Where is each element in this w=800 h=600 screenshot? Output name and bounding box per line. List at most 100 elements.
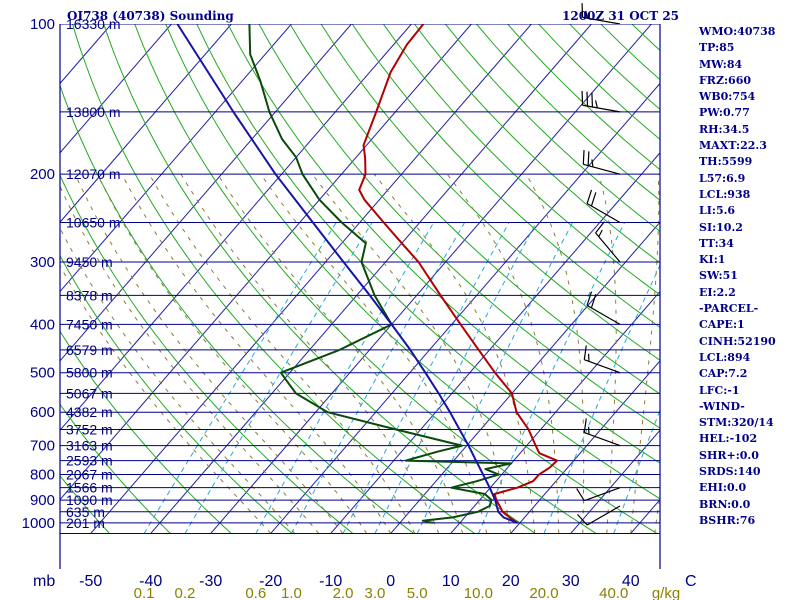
mixing-ratio-label: 0.1 [134, 585, 155, 600]
dry-adiabat [60, 254, 293, 534]
pressure-label: 900 [30, 492, 55, 509]
wind-barb-flag [581, 90, 584, 106]
isotherm-line [270, 82, 660, 534]
moist-adiabat [373, 173, 536, 534]
moist-adiabat [217, 173, 464, 534]
wind-barb-staff [586, 505, 621, 526]
index-item: CAPE:1 [699, 318, 745, 332]
index-item: WMO:40738 [699, 25, 776, 38]
dry-adiabat [227, 24, 660, 464]
moist-adiabat [60, 264, 272, 534]
wind-barb-flag [586, 291, 593, 306]
mixing-ratio-label: 20.0 [529, 585, 558, 600]
mixing-ratio-label: 0.2 [175, 585, 196, 600]
pressure-label: 600 [30, 404, 55, 421]
station-title: OI738 (40738) Sounding [67, 9, 234, 23]
mixing-ratio-label: 40.0 [599, 585, 628, 600]
wind-barb-flag [591, 92, 594, 108]
height-label: 3752 m [66, 422, 113, 438]
wind-barb-flag [586, 91, 589, 107]
pressure-label: 700 [30, 438, 55, 455]
background-grid [0, 24, 660, 534]
index-item: MAXT:22.3 [699, 139, 767, 153]
index-item: EHI:0.0 [699, 481, 747, 495]
index-item: WB0:754 [699, 90, 756, 104]
temperature-tick-label: 20 [502, 573, 520, 590]
height-label: 13800 m [66, 104, 120, 120]
dry-adiabat [165, 24, 658, 534]
wind-barb [595, 221, 621, 263]
index-item: -PARCEL- [699, 302, 759, 316]
dry-adiabat [382, 24, 660, 296]
dry-adiabat [320, 24, 660, 361]
index-item: CAP:7.2 [699, 367, 748, 381]
wind-barb-staff [586, 203, 621, 224]
moist-adiabat [654, 490, 660, 534]
dry-adiabat [258, 24, 660, 429]
index-item: LI:5.6 [699, 204, 736, 218]
wind-barb-staff [595, 232, 621, 263]
wind-barb [586, 189, 621, 224]
pressure-unit-label: mb [33, 573, 55, 590]
index-item: EI:2.2 [699, 285, 736, 299]
wind-barb-staff [584, 432, 621, 447]
dry-adiabat [134, 24, 597, 534]
mixing-ratio-label: 5.0 [407, 585, 428, 600]
isotherm-line [60, 24, 412, 432]
moist-adiabat [121, 173, 392, 534]
wind-barb-flag [590, 294, 597, 309]
height-label: 5067 m [66, 385, 113, 401]
pressure-label: 400 [30, 316, 55, 333]
moist-adiabat [598, 174, 617, 534]
isotherm-line [90, 24, 532, 534]
dry-adiabat [196, 24, 660, 500]
mixing-ratio-label: 1.0 [281, 585, 302, 600]
dry-adiabat [445, 24, 660, 232]
isotherm-line [210, 24, 652, 534]
wind-barb-flag [590, 192, 597, 207]
dry-adiabat [60, 475, 110, 534]
height-label: 9450 m [66, 254, 113, 270]
isotherm-line [390, 221, 660, 534]
index-item: STM:320/14 [699, 416, 774, 430]
pressure-label: 800 [30, 467, 55, 484]
wind-barb-flag [583, 418, 587, 433]
temperature-tick-label: -30 [199, 573, 222, 590]
moist-adiabat [60, 185, 320, 534]
height-label: 12070 m [66, 166, 120, 182]
isotherm-line [0, 24, 51, 533]
index-item: TT:34 [699, 236, 734, 250]
height-label: 2067 m [66, 467, 113, 483]
index-item: LFC:-1 [699, 383, 740, 397]
moist-adiabat [180, 173, 440, 534]
mixing-ratio-label: g/kg [652, 585, 680, 600]
dewpoint-trace [248, 24, 513, 524]
index-item: SW:51 [699, 269, 738, 283]
wind-barb-flag [583, 345, 587, 360]
mixing-ratio-label: 3.0 [365, 585, 386, 600]
wind-barb-flag [577, 513, 588, 526]
wind-barb-flag [591, 159, 594, 168]
wind-barb-flag [587, 151, 590, 166]
temperature-tick-label: -20 [259, 573, 282, 590]
moist-adiabat [74, 173, 344, 534]
mixing-ratio-line [374, 222, 537, 534]
height-label: 6579 m [66, 342, 113, 358]
wind-barb [583, 345, 621, 374]
index-item: KI:1 [699, 253, 726, 267]
wind-barb-flag [576, 488, 585, 502]
mixing-ratio-line [342, 222, 510, 534]
wind-barb-flag [585, 10, 589, 19]
index-item: L57:6.9 [699, 171, 746, 185]
moist-adiabat [311, 173, 512, 534]
index-item: MW:84 [699, 57, 743, 71]
temperature-tick-label: -50 [79, 573, 102, 590]
isotherm-line [60, 24, 472, 501]
isotherm-line [150, 24, 592, 534]
height-label: 201 m [66, 515, 105, 531]
wind-barb-staff [586, 304, 621, 325]
sounding-time: 1200Z 31 OCT 25 [562, 9, 679, 23]
isotherm-line [60, 24, 232, 223]
